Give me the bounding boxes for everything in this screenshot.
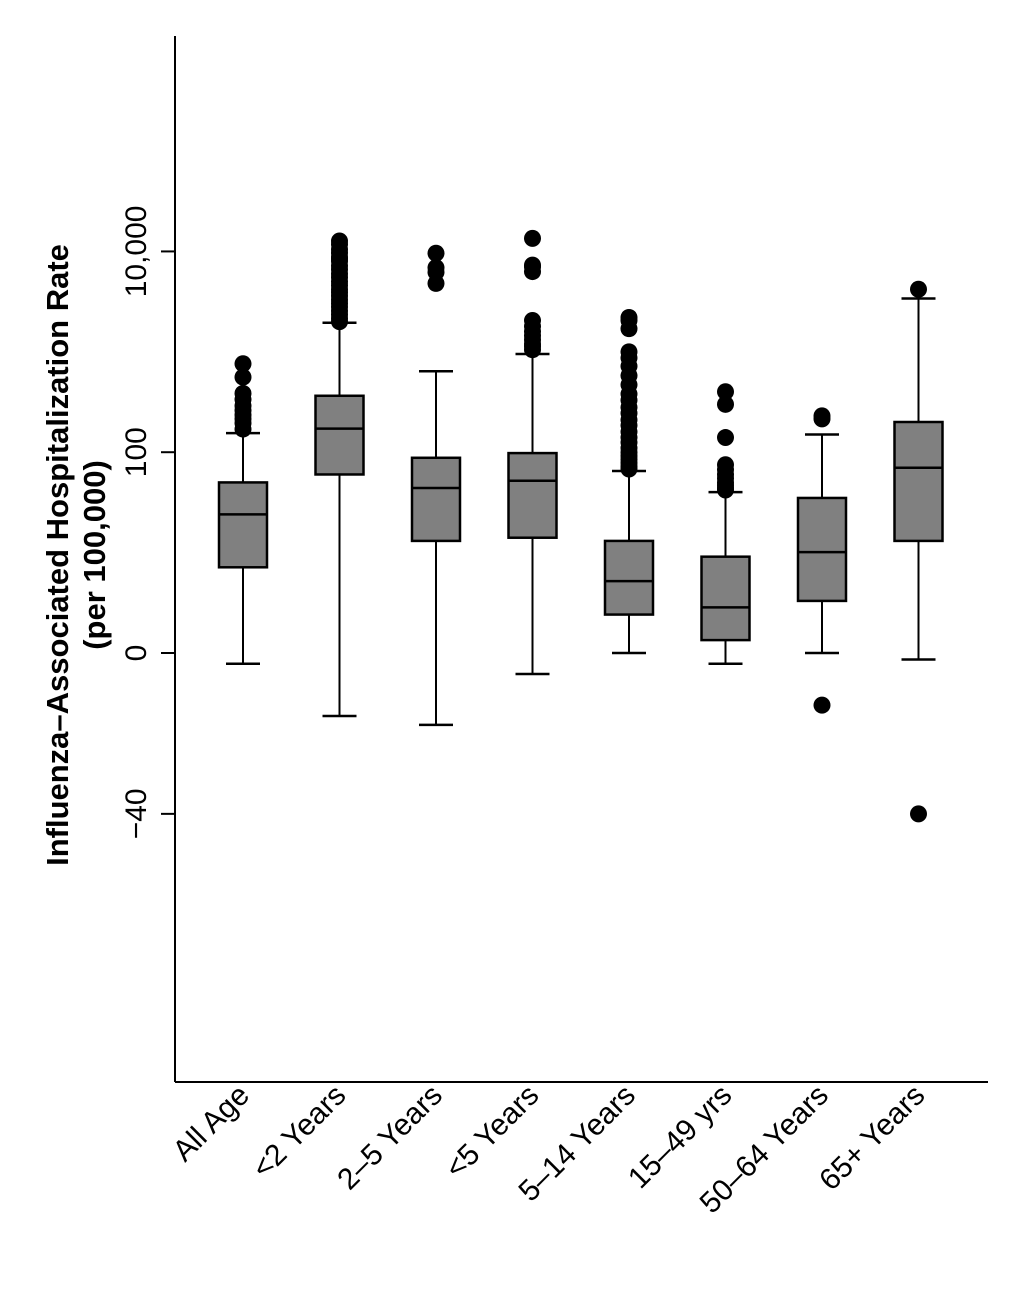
outlier-point	[234, 368, 252, 386]
outlier-point	[331, 250, 348, 268]
outlier-point	[910, 805, 927, 823]
box-group	[893, 280, 944, 823]
iqr-box	[410, 456, 462, 543]
outlier-point	[234, 355, 252, 373]
iqr-box	[796, 496, 848, 603]
outlier-point	[524, 312, 541, 330]
boxes	[217, 229, 944, 823]
iqr-box	[700, 555, 751, 642]
box-group	[796, 407, 848, 714]
y-tick-label: 10,000	[120, 206, 153, 298]
outlier-point	[427, 244, 445, 262]
y-tick-label: −40	[120, 788, 153, 839]
box-group	[410, 244, 462, 727]
outlier-point	[717, 429, 734, 447]
outlier-point	[620, 308, 638, 326]
iqr-box	[893, 420, 944, 543]
iqr-box	[314, 394, 365, 476]
box-group	[507, 229, 558, 676]
outlier-point	[524, 256, 541, 274]
category-label: 2–5 Years	[331, 1079, 449, 1197]
y-axis-title-line2: (per 100,000)	[77, 460, 112, 650]
iqr-box	[507, 451, 558, 539]
axes: −40 0 100 10,000	[120, 36, 988, 1083]
box-group	[217, 355, 269, 666]
y-axis-title-line1: Influenza–Associated Hospitalization Rat…	[40, 244, 75, 866]
outlier-point	[813, 407, 831, 425]
outlier-point	[717, 456, 734, 474]
outlier-point	[620, 343, 638, 361]
outlier-point	[524, 229, 541, 247]
outlier-point	[717, 383, 734, 401]
outlier-point	[331, 232, 348, 250]
box-group	[700, 383, 751, 666]
outlier-point	[717, 395, 734, 413]
iqr-box	[217, 481, 269, 569]
y-tick-label: 100	[120, 427, 153, 477]
outlier-point	[234, 384, 252, 402]
category-label: All Age	[167, 1079, 256, 1168]
iqr-box	[603, 539, 655, 616]
category-label: 65+ Years	[813, 1079, 931, 1197]
box-group	[603, 308, 655, 655]
outlier-point	[813, 696, 831, 714]
y-axis-title: Influenza–Associated Hospitalization Rat…	[40, 244, 112, 866]
y-tick-label: 0	[120, 645, 153, 662]
outlier-point	[427, 259, 445, 277]
outlier-point	[910, 280, 927, 298]
box-group	[314, 232, 365, 718]
